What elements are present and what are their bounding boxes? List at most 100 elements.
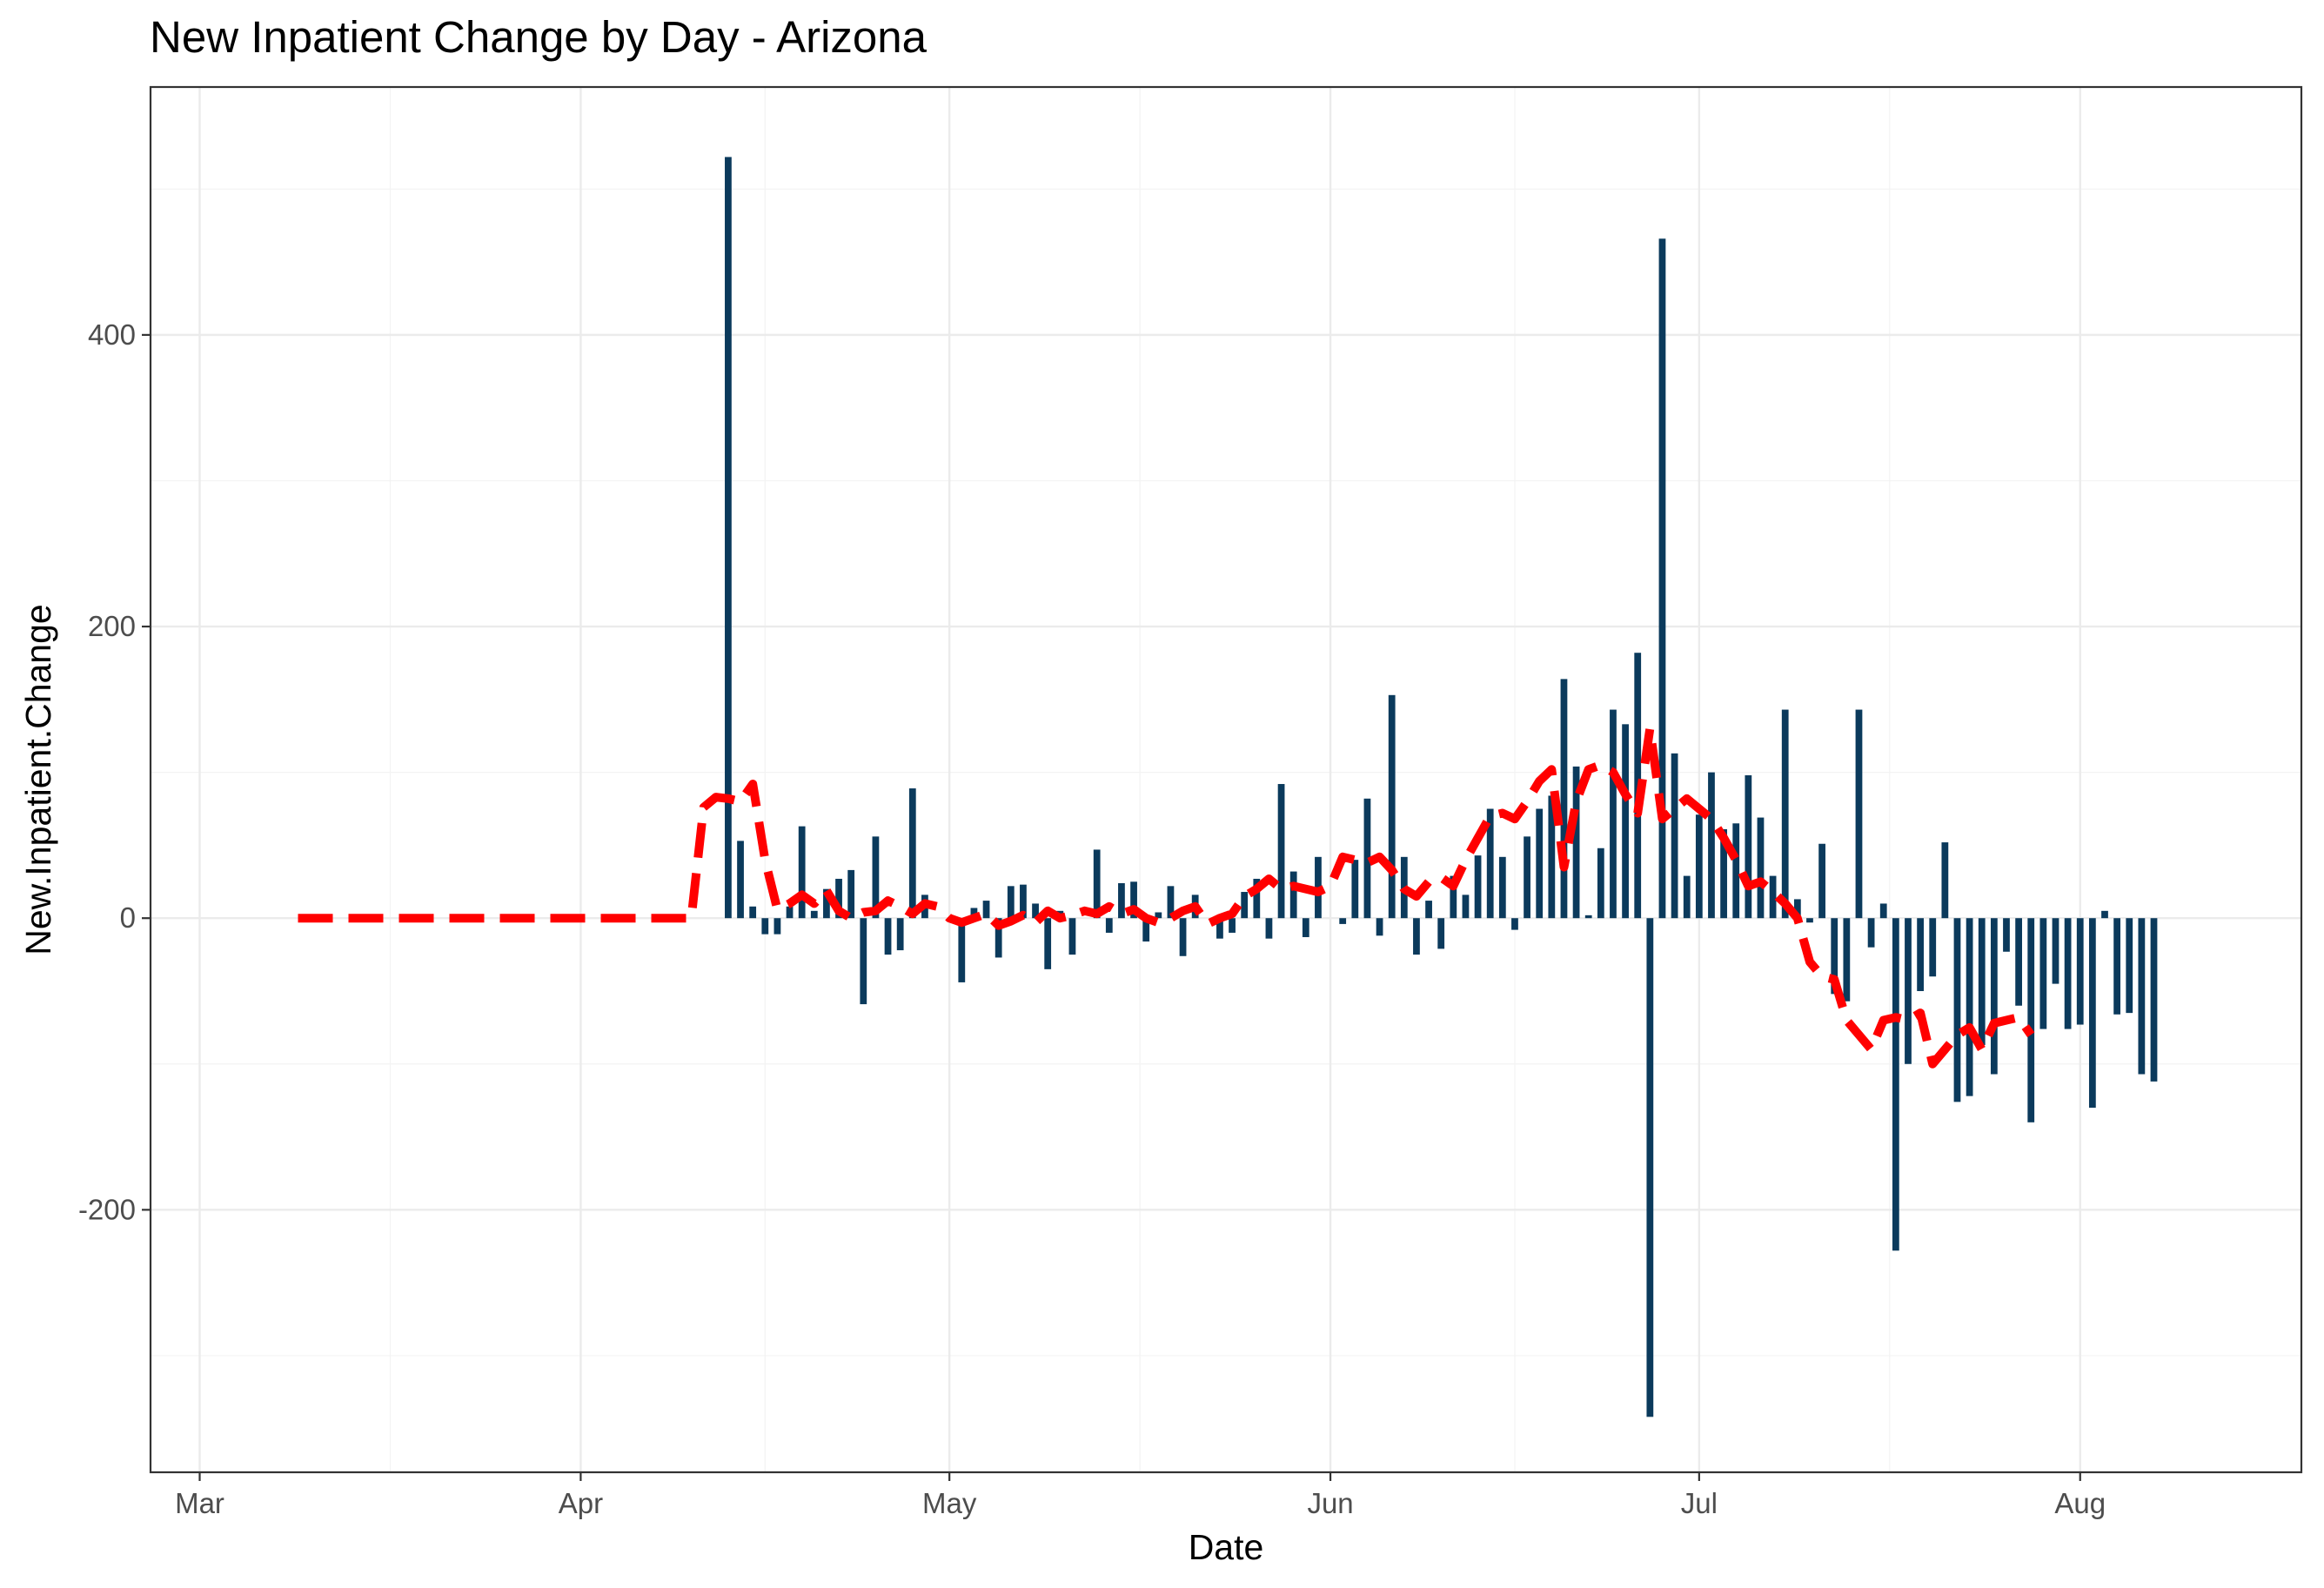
- x-tick-label: Mar: [175, 1487, 224, 1519]
- bar: [1155, 912, 1162, 919]
- bar: [1486, 808, 1494, 919]
- bar: [970, 908, 978, 919]
- bar: [737, 841, 744, 919]
- y-tick-label: 0: [120, 901, 136, 934]
- bar: [1806, 918, 1813, 923]
- chart-title: New Inpatient Change by Day - Arizona: [150, 12, 928, 62]
- bar: [1425, 901, 1432, 919]
- bar: [1536, 808, 1544, 919]
- bar: [725, 157, 732, 919]
- bar: [1044, 918, 1052, 969]
- bar: [1130, 881, 1137, 919]
- bar: [2101, 910, 2108, 919]
- bar: [1277, 784, 1285, 919]
- bar: [1020, 884, 1027, 919]
- bar: [1572, 766, 1580, 919]
- bar: [1793, 899, 1801, 919]
- bar: [958, 918, 966, 982]
- bar: [1118, 882, 1125, 919]
- grid: [151, 87, 2301, 1472]
- bar: [1892, 918, 1899, 1251]
- bar: [1289, 871, 1297, 919]
- bar: [749, 906, 757, 919]
- bar: [896, 918, 904, 951]
- bar: [1917, 918, 1924, 991]
- bar: [1548, 795, 1556, 919]
- bar: [1818, 843, 1825, 919]
- bar: [1905, 918, 1912, 1064]
- bar: [1745, 774, 1752, 919]
- x-tick-label: Jun: [1307, 1487, 1353, 1519]
- y-tick-label: -200: [78, 1193, 136, 1225]
- bar: [1032, 903, 1039, 919]
- bar: [2027, 918, 2035, 1122]
- y-tick-label: 400: [88, 318, 136, 351]
- bar-series: [725, 157, 2158, 1417]
- bar: [884, 918, 892, 955]
- bar: [1216, 918, 1223, 939]
- bar: [1339, 918, 1347, 924]
- bar: [2088, 918, 2096, 1109]
- bar: [1474, 855, 1482, 919]
- bar: [810, 910, 818, 919]
- bar: [1253, 878, 1261, 919]
- bar: [1658, 238, 1666, 919]
- bar: [1646, 918, 1654, 1417]
- bar: [1093, 849, 1101, 919]
- bar: [1720, 828, 1727, 919]
- bar: [2076, 918, 2084, 1025]
- bar: [1241, 892, 1249, 919]
- x-axis: Mar Apr May Jun Jul Aug: [175, 1472, 2106, 1519]
- bar: [786, 906, 794, 919]
- bar: [1265, 918, 1273, 939]
- bar: [2039, 918, 2047, 1029]
- plot-panel-border: [149, 85, 2303, 1474]
- bar: [2015, 918, 2022, 1006]
- bar: [1622, 724, 1629, 919]
- bar: [1302, 918, 1309, 937]
- x-tick-label: Aug: [2054, 1487, 2106, 1519]
- bar: [1831, 918, 1838, 995]
- y-axis: -200 0 200 400: [78, 318, 151, 1225]
- bar: [1167, 886, 1175, 919]
- x-tick-label: Jul: [1681, 1487, 1718, 1519]
- trend-line-series: [298, 724, 2035, 1069]
- bar: [1511, 918, 1518, 930]
- bar: [1769, 875, 1777, 919]
- bar: [798, 826, 806, 919]
- bar: [761, 918, 769, 935]
- bar: [2150, 918, 2158, 1082]
- bar: [1437, 918, 1445, 949]
- bar: [1498, 856, 1506, 919]
- bar: [1363, 798, 1371, 919]
- bar: [1843, 918, 1851, 1002]
- bar: [1524, 836, 1530, 919]
- bar: [1142, 918, 1150, 942]
- bar: [1584, 915, 1592, 919]
- bar: [1953, 918, 1961, 1102]
- bar: [2138, 918, 2146, 1075]
- bar: [2064, 918, 2072, 1029]
- bar: [1855, 709, 1863, 919]
- bar: [1007, 886, 1015, 919]
- bar: [2052, 918, 2059, 984]
- bar: [908, 788, 916, 919]
- bar: [1941, 842, 1949, 919]
- bar: [1610, 709, 1617, 919]
- bar: [847, 869, 855, 919]
- bar: [1462, 895, 1470, 919]
- bar: [1929, 918, 1937, 977]
- bar: [835, 878, 842, 919]
- trend-line: [298, 724, 2035, 1069]
- bar: [1708, 772, 1715, 919]
- y-axis-title: New.Inpatient.Change: [18, 604, 58, 955]
- bar: [1229, 918, 1236, 933]
- bar: [995, 918, 1002, 958]
- bar: [1597, 848, 1604, 919]
- bar: [1867, 918, 1875, 948]
- bar: [1105, 918, 1113, 933]
- bar: [1781, 709, 1789, 919]
- bar: [1450, 875, 1457, 919]
- bar: [2126, 918, 2133, 1014]
